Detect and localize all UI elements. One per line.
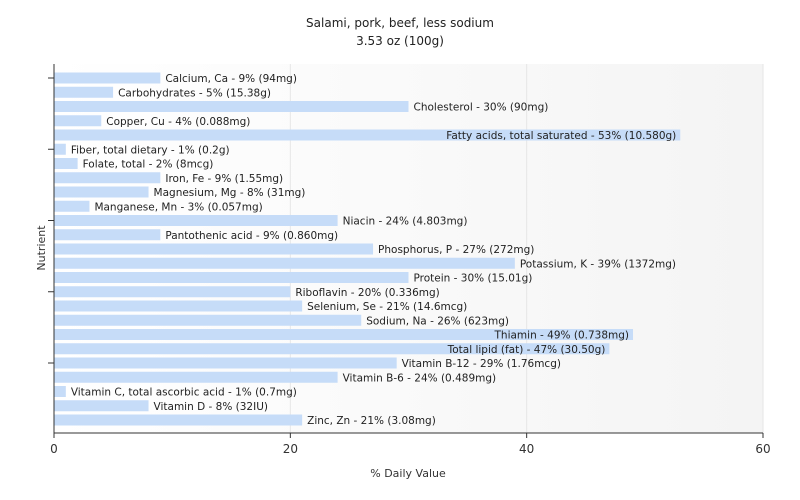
bar-label: Vitamin D - 8% (32IU) xyxy=(154,401,268,413)
bar-label: Iron, Fe - 9% (1.55mg) xyxy=(165,173,283,185)
x-tick-label: 60 xyxy=(755,442,770,456)
bar-label: Carbohydrates - 5% (15.38g) xyxy=(118,87,271,99)
x-tick-label: 40 xyxy=(519,442,534,456)
bar-label: Fatty acids, total saturated - 53% (10.5… xyxy=(446,130,676,142)
bar-label: Pantothenic acid - 9% (0.860mg) xyxy=(165,230,338,242)
bar xyxy=(54,272,409,283)
x-ticks-group: 0 20 40 60 xyxy=(50,433,771,456)
bar-label: Sodium, Na - 26% (623mg) xyxy=(366,315,509,327)
bar-label: Manganese, Mn - 3% (0.057mg) xyxy=(94,201,262,213)
bar-label: Protein - 30% (15.01g) xyxy=(414,273,533,285)
bar-label: Zinc, Zn - 21% (3.08mg) xyxy=(307,415,436,427)
bar xyxy=(54,101,409,112)
bar-label: Vitamin B-12 - 29% (1.76mcg) xyxy=(402,358,561,370)
bar xyxy=(54,314,362,326)
bar xyxy=(54,72,161,84)
bar-label: Phosphorus, P - 27% (272mg) xyxy=(378,244,534,256)
chart-subtitle: 3.53 oz (100g) xyxy=(356,34,444,48)
x-tick-label: 20 xyxy=(283,442,298,456)
bar-label: Vitamin C, total ascorbic acid - 1% (0.7… xyxy=(71,387,297,399)
bar xyxy=(54,386,66,397)
bar-label: Total lipid (fat) - 47% (30.50g) xyxy=(447,344,606,356)
bar xyxy=(54,143,66,155)
bar-label: Niacin - 24% (4.803mg) xyxy=(343,216,468,228)
bar xyxy=(54,186,149,198)
x-tick-label: 0 xyxy=(50,442,58,456)
bar xyxy=(54,329,634,340)
bar xyxy=(54,300,303,312)
bar-label: Riboflavin - 20% (0.336mg) xyxy=(295,287,439,299)
bars-group: Calcium, Ca - 9% (94mg) Carbohydrates - 5… xyxy=(54,72,681,427)
bar xyxy=(54,371,338,383)
bar xyxy=(54,115,102,127)
bar xyxy=(54,215,338,226)
bar-label: Fiber, total dietary - 1% (0.2g) xyxy=(71,144,230,156)
bar-label: Copper, Cu - 4% (0.088mg) xyxy=(106,116,250,128)
bar xyxy=(54,86,114,98)
x-axis-title: % Daily Value xyxy=(370,467,446,480)
bar xyxy=(54,400,149,412)
bar xyxy=(54,343,610,355)
bar xyxy=(54,414,303,426)
chart-title: Salami, pork, beef, less sodium xyxy=(306,16,494,30)
bar xyxy=(54,200,90,212)
bar-label: Folate, total - 2% (8mcg) xyxy=(83,159,214,171)
bar-label: Vitamin B-6 - 24% (0.489mg) xyxy=(343,372,497,384)
bar-label: Potassium, K - 39% (1372mg) xyxy=(520,258,676,270)
bar xyxy=(54,172,161,184)
axes-group xyxy=(48,64,763,434)
y-axis-title: Nutrient xyxy=(35,225,48,271)
bar-label: Magnesium, Mg - 8% (31mg) xyxy=(154,187,306,199)
bar xyxy=(54,243,374,255)
bar-label: Cholesterol - 30% (90mg) xyxy=(414,102,549,114)
bar xyxy=(54,357,397,369)
bar xyxy=(54,257,515,269)
bar-label: Thiamin - 49% (0.738mg) xyxy=(494,330,630,342)
bar xyxy=(54,229,161,241)
bar xyxy=(54,129,681,141)
bar-label: Calcium, Ca - 9% (94mg) xyxy=(165,73,297,85)
bar xyxy=(54,286,291,298)
bar xyxy=(54,158,78,169)
bar-label: Selenium, Se - 21% (14.6mcg) xyxy=(307,301,467,313)
